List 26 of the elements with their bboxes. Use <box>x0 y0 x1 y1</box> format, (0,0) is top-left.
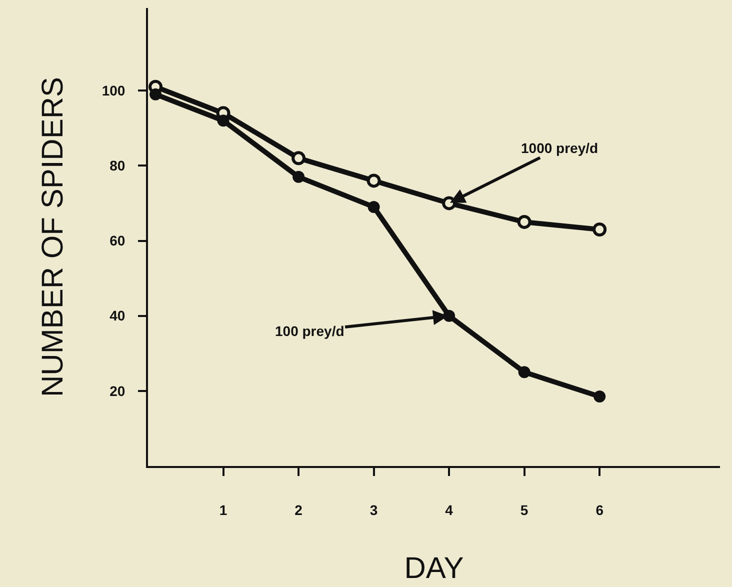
point <box>150 88 162 100</box>
y-tick-label: 40 <box>110 308 126 324</box>
y-axis-title: NUMBER OF SPIDERS <box>36 76 70 398</box>
x-tick-label: 4 <box>445 502 454 518</box>
point <box>217 114 230 127</box>
y-tick-label: 80 <box>110 158 126 174</box>
point <box>518 366 530 378</box>
point <box>292 151 306 166</box>
x-tick-label: 3 <box>370 502 378 518</box>
point <box>368 200 380 213</box>
y-tick-label: 100 <box>102 82 126 98</box>
x-axis-title: DAY <box>404 552 464 585</box>
annotation: 1000 prey/d <box>521 140 598 156</box>
point <box>592 222 607 236</box>
point <box>366 174 381 188</box>
point <box>443 310 456 322</box>
x-tick-label: 1 <box>219 502 228 518</box>
point <box>594 390 606 403</box>
y-tick-label: 20 <box>110 382 126 399</box>
y-tick-label: 60 <box>110 232 126 249</box>
x-tick-label: 5 <box>520 502 528 518</box>
point <box>292 170 305 183</box>
x-tick-label: 6 <box>596 502 604 518</box>
x-tick-label: 2 <box>294 502 303 518</box>
annotation: 100 prey/d <box>275 323 344 339</box>
point <box>517 214 532 229</box>
